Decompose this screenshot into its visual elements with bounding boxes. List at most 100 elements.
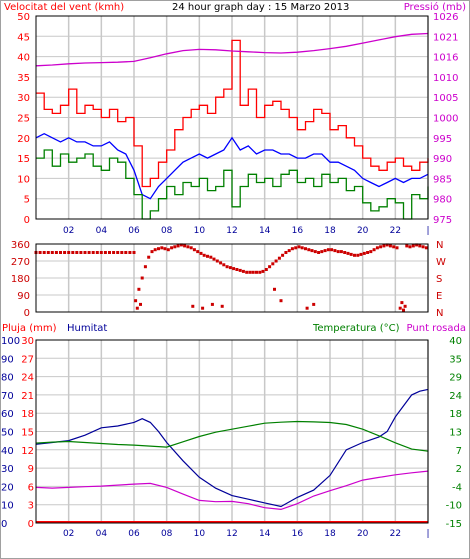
y-tick-label-temperature: 7 (456, 446, 462, 457)
direction-point (305, 306, 309, 310)
compass-label: W (436, 257, 446, 268)
direction-point (405, 244, 409, 248)
series-line-min_wind (36, 149, 429, 220)
direction-point (238, 268, 242, 272)
direction-point (313, 250, 317, 254)
direction-point (179, 243, 183, 247)
direction-point (353, 253, 356, 257)
direction-point (279, 299, 283, 303)
direction-point (290, 247, 294, 251)
direction-point (157, 247, 160, 251)
y-tick-label-wind: 35 (17, 73, 30, 84)
y-tick-label-temperature: -4 (452, 482, 462, 493)
y-tick-label-rain: 24 (21, 373, 34, 384)
direction-point (372, 248, 376, 252)
x-tick-label: 04 (96, 226, 108, 236)
direction-point (274, 259, 278, 263)
x-tick-label: 18 (324, 226, 336, 236)
direction-point (264, 268, 268, 271)
y-tick-label-pressure: 985 (433, 174, 452, 185)
direction-point (201, 306, 205, 310)
y-tick-label-humidity: 100 (1, 336, 20, 347)
direction-point (408, 245, 412, 249)
y-tick-label-pressure: 1021 (433, 32, 458, 43)
x-tick-label: 10 (194, 529, 206, 539)
y-tick-label-humidity: 20 (1, 482, 14, 493)
direction-point (183, 244, 187, 248)
direction-point (220, 304, 224, 308)
direction-point (103, 251, 107, 254)
direction-point (215, 259, 219, 263)
y-tick-label-temperature: 40 (449, 336, 462, 347)
direction-point (307, 248, 311, 252)
direction-point (369, 250, 373, 254)
y-tick-label-rain: 27 (21, 354, 34, 365)
x-tick-label: 04 (96, 529, 108, 539)
direction-point (421, 245, 425, 249)
direction-point (258, 270, 262, 274)
direction-point (273, 287, 276, 291)
direction-point (116, 251, 120, 254)
direction-point (210, 302, 214, 306)
direction-point (411, 244, 415, 248)
x-tick-label: 16 (292, 226, 304, 236)
y-tick-label-temperature: 13 (449, 428, 462, 439)
direction-point (343, 251, 347, 254)
direction-point (38, 251, 42, 254)
y-tick-label-temperature: 24 (449, 391, 462, 402)
direction-point (326, 248, 330, 252)
x-tick-label: 10 (194, 226, 206, 236)
direction-point (75, 251, 79, 254)
direction-point (330, 248, 334, 252)
y-tick-label-pressure: 990 (433, 154, 452, 165)
direction-point (202, 253, 206, 257)
y-tick-label-wind: 5 (24, 195, 30, 206)
direction-point (255, 270, 258, 274)
x-tick-label: 12 (226, 529, 237, 539)
y-tick-label-wind: 10 (17, 174, 30, 185)
direction-point (120, 251, 124, 254)
direction-point (173, 245, 177, 249)
direction-point (67, 251, 71, 254)
direction-point (366, 251, 370, 254)
x-tick-label: 22 (390, 226, 401, 236)
y-tick-label-rain: 3 (28, 501, 34, 512)
direction-point (135, 306, 139, 310)
direction-point (46, 251, 50, 254)
x-tick-label: 02 (63, 529, 74, 539)
y-tick-label-pressure: 1026 (433, 12, 458, 23)
y-tick-label-pressure: 1010 (433, 73, 458, 84)
direction-point (304, 247, 307, 251)
direction-point (137, 287, 141, 291)
y-tick-label-temperature: 2 (456, 464, 462, 475)
direction-point (356, 253, 360, 257)
direction-point (134, 299, 138, 303)
direction-point (241, 269, 245, 273)
direction-point (219, 261, 223, 265)
direction-point (99, 251, 103, 254)
y-tick-label-wind: 40 (17, 53, 30, 64)
pressure-label: Pressió (mb) (404, 1, 466, 13)
y-tick-label-direction: 270 (11, 257, 30, 268)
direction-point (143, 265, 147, 269)
direction-point (225, 265, 229, 269)
direction-point (108, 251, 111, 254)
y-tick-label-wind: 25 (17, 114, 30, 125)
y-tick-label-rain: 21 (21, 391, 34, 402)
direction-point (139, 302, 142, 306)
y-tick-label-temperature: -10 (446, 501, 462, 512)
y-tick-label-pressure: 1000 (433, 114, 458, 125)
direction-point (153, 248, 157, 252)
y-tick-label-pressure: 980 (433, 195, 452, 206)
y-tick-label-humidity: 10 (1, 501, 14, 512)
direction-point (339, 250, 343, 254)
x-tick-label: 20 (357, 226, 369, 236)
compass-label: S (436, 274, 442, 285)
direction-point (388, 244, 392, 248)
y-tick-label-direction: 0 (24, 308, 30, 319)
y-tick-label-rain: 9 (28, 464, 34, 475)
direction-point (54, 251, 58, 254)
direction-point (395, 246, 399, 250)
y-tick-label-pressure: 1005 (433, 93, 458, 104)
x-tick-label: 06 (128, 226, 140, 236)
